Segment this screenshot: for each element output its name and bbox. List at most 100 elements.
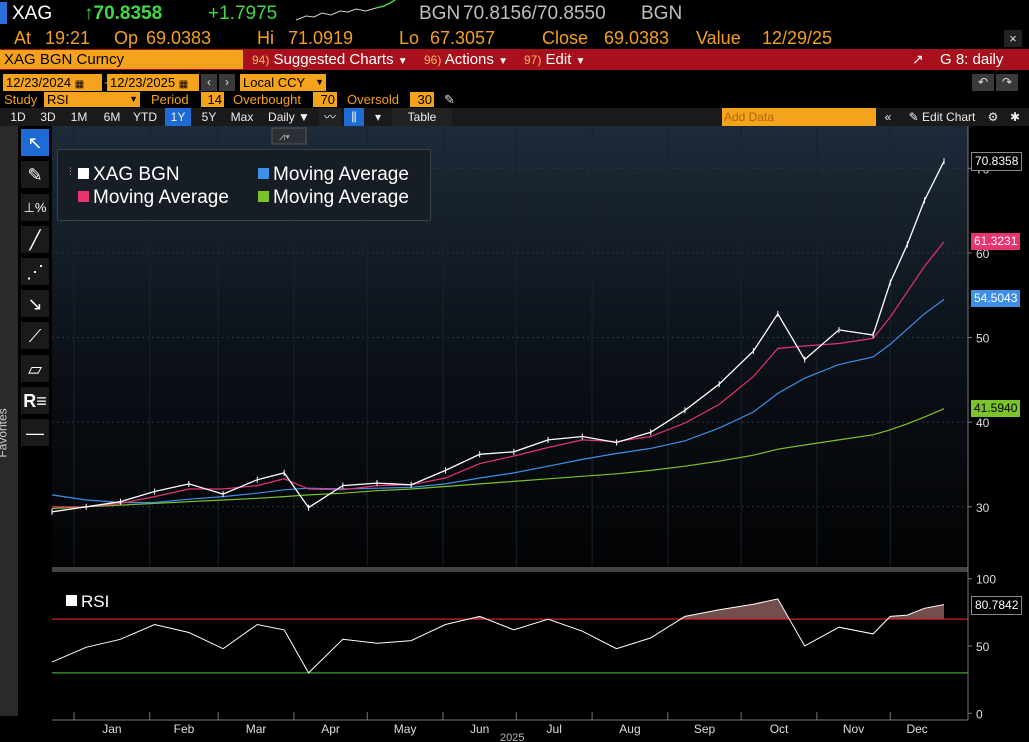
range-button-1d[interactable]: 1D: [10, 110, 26, 124]
range-button-5y[interactable]: 5Y: [201, 110, 217, 124]
rsi-last-label: 80.7842: [971, 595, 1023, 615]
x-month-label: Dec: [906, 722, 927, 736]
currency-select[interactable]: Local CCY ▼: [240, 74, 326, 91]
ma-long-last-label: 41.5940: [971, 399, 1021, 417]
rsi-line: [51, 598, 945, 674]
study-select[interactable]: RSI ▼: [44, 92, 140, 107]
collapse-icon[interactable]: «: [884, 110, 892, 124]
x-month-label: Aug: [619, 722, 640, 736]
ticker-symbol[interactable]: XAG: [12, 3, 53, 24]
frequency-select[interactable]: Daily ▼: [268, 110, 310, 124]
panel-close-button[interactable]: ×: [1004, 30, 1022, 47]
chart-mode-icon: ⩘▾: [279, 131, 290, 143]
pencil-icon[interactable]: ✎: [444, 92, 455, 107]
undo-button[interactable]: ↶: [972, 74, 994, 91]
close-label: Close: [542, 28, 589, 48]
chart-area[interactable]: 3040506070050100 JanFebMarAprMayJunJulAu…: [0, 126, 1029, 742]
chart-mode-toggle[interactable]: [271, 127, 307, 145]
range-button-1m[interactable]: 1M: [70, 110, 88, 124]
at-value: 19:21: [45, 28, 91, 48]
candlestick-icon[interactable]: ⫼: [344, 108, 364, 126]
bid-ask: 70.8156/70.8550: [463, 3, 606, 24]
arrow-tool-icon[interactable]: ↘: [20, 289, 50, 318]
x-month-label: Nov: [843, 722, 864, 736]
study-label: Study: [4, 92, 38, 107]
chart-legend[interactable]: XAG BGN Moving Average Moving Average Mo…: [57, 149, 431, 221]
draw-pencil-icon[interactable]: ✎: [20, 160, 50, 189]
rsi-fill-area: [680, 598, 790, 620]
edit-number: 97): [524, 53, 542, 67]
settings-gear-icon[interactable]: ⚙: [987, 110, 999, 124]
trendline-tool-icon[interactable]: ╱: [20, 225, 50, 254]
legend-price: XAG BGN: [78, 164, 180, 186]
export-icon[interactable]: ↗: [912, 51, 924, 67]
low-label: Lo: [399, 28, 420, 48]
range-button-ytd[interactable]: YTD: [133, 110, 157, 124]
dropdown-arrow-icon: ▼: [315, 77, 324, 87]
retracement-tool-icon[interactable]: R≡: [20, 386, 50, 415]
security-field[interactable]: XAG BGN Curncy: [0, 50, 243, 69]
price-line: [51, 160, 945, 513]
suggested-charts-number: 94): [252, 53, 270, 67]
end-date-text: 12/23/2025: [110, 75, 176, 90]
pointer-tool-icon[interactable]: ↖: [20, 128, 50, 157]
redo-button[interactable]: ↷: [996, 74, 1018, 91]
dropdown-arrow-icon: ▼: [129, 94, 138, 104]
channel-tool-icon[interactable]: ▱: [20, 354, 50, 383]
chart-type-dropdown-icon[interactable]: ▾: [374, 110, 382, 124]
overbought-input[interactable]: 70: [313, 92, 337, 107]
start-date-field[interactable]: 12/23/2024 ▦: [3, 74, 103, 91]
oversold-input[interactable]: 30: [410, 92, 434, 107]
x-axis-ticks: Jan Feb Mar Apr May Jun Jul Aug Sep Oct Nov Dec: [73, 712, 928, 736]
range-button-max[interactable]: Max: [230, 110, 254, 124]
add-data-input[interactable]: Add Data: [722, 108, 876, 126]
edit-menu[interactable]: 97) Edit ▼: [524, 50, 585, 69]
ma-mid-last-label: 54.5043: [971, 290, 1021, 308]
actions-menu[interactable]: 96) Actions ▼: [424, 50, 508, 69]
ma-short-line: [52, 241, 945, 508]
legend-grip-icon[interactable]: ⋮: [66, 166, 75, 176]
pin-icon[interactable]: ✱: [1009, 110, 1021, 124]
percent-tool-icon[interactable]: ⊥%: [20, 193, 50, 222]
study-text: RSI: [47, 92, 69, 107]
menu-bar: XAG BGN Curncy 94) Suggested Charts ▼ 96…: [0, 49, 1029, 70]
line-chart-icon[interactable]: 〰: [319, 108, 341, 126]
low-value: 67.3057: [430, 28, 496, 48]
edit-label: Edit: [545, 51, 572, 68]
segment-tool-icon[interactable]: ⟋: [20, 321, 50, 350]
suggested-charts-menu[interactable]: 94) Suggested Charts ▼: [252, 50, 408, 69]
legend-ma-long: Moving Average: [258, 187, 409, 209]
period-input[interactable]: 14: [201, 92, 224, 107]
legend-ma-short-label: Moving Average: [93, 187, 229, 208]
favorites-label: Favorites: [0, 408, 10, 458]
end-date-field[interactable]: 12/23/2025 ▦: [107, 74, 199, 91]
quote-source-2: BGN: [641, 3, 683, 24]
net-change: +1.7975: [208, 3, 278, 24]
multi-line-tool-icon[interactable]: ⋰: [20, 257, 50, 286]
range-button-3d[interactable]: 3D: [40, 110, 56, 124]
rsi-y-tick: 0: [976, 707, 983, 721]
panel-splitter[interactable]: [52, 567, 968, 572]
rsi-swatch: [66, 595, 77, 606]
rsi-legend-label: RSI: [81, 592, 110, 611]
range-button-6m[interactable]: 6M: [103, 110, 121, 124]
ma-long-line: [51, 408, 945, 510]
favorites-sidebar[interactable]: Favorites: [0, 126, 18, 716]
price-y-tick: 50: [976, 332, 990, 346]
edit-chart-button[interactable]: ✎ Edit Chart: [908, 110, 976, 124]
rsi-legend: RSI: [66, 592, 109, 612]
next-period-button[interactable]: ›: [219, 74, 235, 91]
quote-stats-bar: At 19:21 Op 69.0383 Hi 71.0919 Lo 67.305…: [0, 28, 1029, 50]
legend-swatch-ma-long: [258, 191, 269, 202]
range-button-1y[interactable]: 1Y: [165, 108, 191, 126]
legend-swatch-ma-short: [78, 191, 89, 202]
x-month-label: Oct: [770, 722, 789, 736]
period-label: Period: [151, 92, 189, 107]
rsi-panel-bg: [52, 572, 968, 720]
actions-label: Actions: [444, 51, 494, 68]
rsi-y-tick: 100: [976, 573, 996, 587]
prev-period-button[interactable]: ‹: [201, 74, 217, 91]
table-button[interactable]: Table: [392, 108, 452, 126]
horizontal-line-tool-icon[interactable]: —: [20, 418, 50, 447]
price-y-tick: 60: [976, 247, 990, 261]
